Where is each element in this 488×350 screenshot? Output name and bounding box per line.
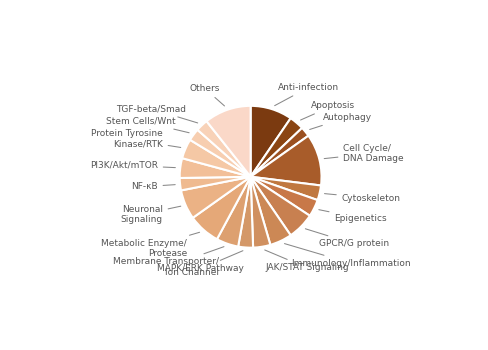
Wedge shape bbox=[238, 177, 253, 248]
Text: Cell Cycle/
DNA Damage: Cell Cycle/ DNA Damage bbox=[324, 144, 403, 163]
Wedge shape bbox=[179, 177, 250, 190]
Text: Epigenetics: Epigenetics bbox=[318, 210, 386, 223]
Wedge shape bbox=[250, 106, 290, 177]
Wedge shape bbox=[250, 118, 302, 177]
Wedge shape bbox=[179, 158, 250, 178]
Wedge shape bbox=[197, 121, 250, 177]
Text: GPCR/G protein: GPCR/G protein bbox=[305, 229, 388, 248]
Text: MAPK/ERK Pathway: MAPK/ERK Pathway bbox=[157, 251, 244, 273]
Text: Apoptosis: Apoptosis bbox=[300, 101, 355, 120]
Text: Anti-infection: Anti-infection bbox=[274, 83, 339, 106]
Text: Immunology/Inflammation: Immunology/Inflammation bbox=[284, 244, 410, 268]
Text: Membrane Transporter/
Ion Channel: Membrane Transporter/ Ion Channel bbox=[113, 247, 224, 277]
Wedge shape bbox=[250, 177, 320, 200]
Wedge shape bbox=[250, 136, 321, 186]
Text: Protein Tyrosine
Kinase/RTK: Protein Tyrosine Kinase/RTK bbox=[91, 129, 181, 149]
Wedge shape bbox=[182, 140, 250, 177]
Wedge shape bbox=[250, 177, 270, 248]
Text: Stem Cells/Wnt: Stem Cells/Wnt bbox=[105, 117, 189, 133]
Wedge shape bbox=[250, 177, 290, 245]
Wedge shape bbox=[217, 177, 250, 246]
Text: Metabolic Enzyme/
Protease: Metabolic Enzyme/ Protease bbox=[102, 232, 199, 258]
Wedge shape bbox=[250, 128, 308, 177]
Text: TGF-beta/Smad: TGF-beta/Smad bbox=[116, 104, 197, 123]
Wedge shape bbox=[190, 130, 250, 177]
Wedge shape bbox=[192, 177, 250, 239]
Text: Cytoskeleton: Cytoskeleton bbox=[324, 194, 400, 203]
Wedge shape bbox=[206, 106, 250, 177]
Text: Autophagy: Autophagy bbox=[309, 113, 371, 130]
Text: NF-κB: NF-κB bbox=[131, 182, 175, 191]
Wedge shape bbox=[181, 177, 250, 218]
Wedge shape bbox=[250, 177, 309, 235]
Text: JAK/STAT Signaling: JAK/STAT Signaling bbox=[264, 250, 348, 272]
Text: Neuronal
Signaling: Neuronal Signaling bbox=[120, 205, 181, 224]
Wedge shape bbox=[250, 177, 317, 216]
Text: PI3K/Akt/mTOR: PI3K/Akt/mTOR bbox=[89, 161, 175, 170]
Text: Others: Others bbox=[189, 84, 224, 106]
